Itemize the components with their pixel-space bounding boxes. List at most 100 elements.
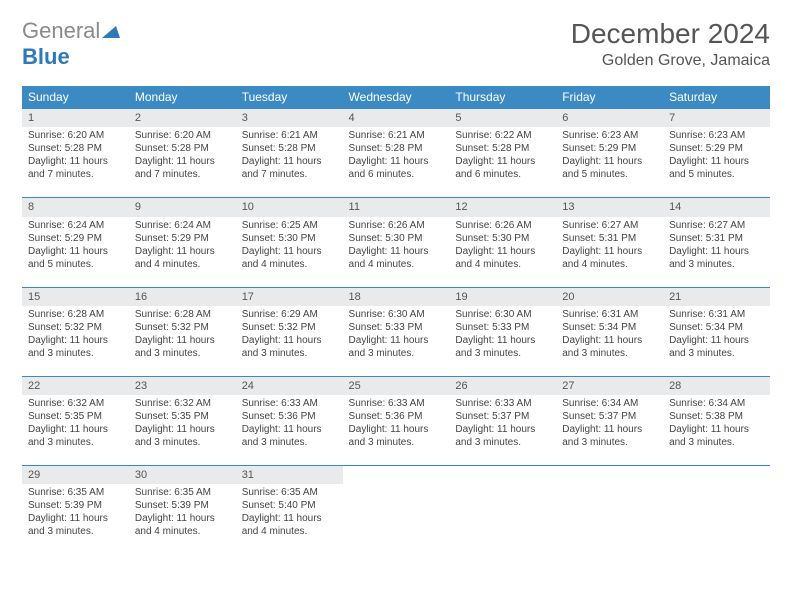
day-body: Sunrise: 6:28 AMSunset: 5:32 PMDaylight:… — [129, 306, 236, 376]
calendar-cell: . — [449, 466, 556, 555]
calendar-cell: 20Sunrise: 6:31 AMSunset: 5:34 PMDayligh… — [556, 287, 663, 376]
brand-mark-icon — [102, 18, 120, 43]
day-body: Sunrise: 6:31 AMSunset: 5:34 PMDaylight:… — [663, 306, 770, 376]
calendar-cell: 23Sunrise: 6:32 AMSunset: 5:35 PMDayligh… — [129, 376, 236, 465]
calendar-cell: 11Sunrise: 6:26 AMSunset: 5:30 PMDayligh… — [343, 198, 450, 287]
sunset-line: Sunset: 5:28 PM — [135, 142, 230, 155]
sunrise-line: Sunrise: 6:35 AM — [28, 486, 123, 499]
sunrise-line: Sunrise: 6:32 AM — [135, 397, 230, 410]
sunset-line: Sunset: 5:32 PM — [28, 321, 123, 334]
day-body: Sunrise: 6:20 AMSunset: 5:28 PMDaylight:… — [129, 127, 236, 197]
sunrise-line: Sunrise: 6:33 AM — [455, 397, 550, 410]
calendar-cell: 15Sunrise: 6:28 AMSunset: 5:32 PMDayligh… — [22, 287, 129, 376]
dow-header: Monday — [129, 86, 236, 109]
sunrise-line: Sunrise: 6:23 AM — [669, 129, 764, 142]
day-body: Sunrise: 6:32 AMSunset: 5:35 PMDaylight:… — [129, 395, 236, 465]
day-number: 17 — [236, 288, 343, 306]
daylight-line: Daylight: 11 hours and 3 minutes. — [242, 334, 337, 360]
day-body: Sunrise: 6:32 AMSunset: 5:35 PMDaylight:… — [22, 395, 129, 465]
title-block: December 2024 Golden Grove, Jamaica — [571, 18, 770, 70]
calendar-cell: 4Sunrise: 6:21 AMSunset: 5:28 PMDaylight… — [343, 109, 450, 198]
days-of-week-row: SundayMondayTuesdayWednesdayThursdayFrid… — [22, 86, 770, 109]
day-body: Sunrise: 6:21 AMSunset: 5:28 PMDaylight:… — [343, 127, 450, 197]
sunset-line: Sunset: 5:36 PM — [242, 410, 337, 423]
calendar-cell: 31Sunrise: 6:35 AMSunset: 5:40 PMDayligh… — [236, 466, 343, 555]
calendar-table: SundayMondayTuesdayWednesdayThursdayFrid… — [22, 86, 770, 554]
day-number: 29 — [22, 466, 129, 484]
daylight-line: Daylight: 11 hours and 3 minutes. — [28, 423, 123, 449]
sunrise-line: Sunrise: 6:24 AM — [135, 219, 230, 232]
day-number: 16 — [129, 288, 236, 306]
day-number: 2 — [129, 109, 236, 127]
calendar-cell: 7Sunrise: 6:23 AMSunset: 5:29 PMDaylight… — [663, 109, 770, 198]
day-number: 1 — [22, 109, 129, 127]
sunrise-line: Sunrise: 6:33 AM — [349, 397, 444, 410]
sunset-line: Sunset: 5:31 PM — [669, 232, 764, 245]
calendar-cell: 1Sunrise: 6:20 AMSunset: 5:28 PMDaylight… — [22, 109, 129, 198]
sunrise-line: Sunrise: 6:26 AM — [455, 219, 550, 232]
day-number: 27 — [556, 377, 663, 395]
sunset-line: Sunset: 5:28 PM — [349, 142, 444, 155]
sunset-line: Sunset: 5:37 PM — [562, 410, 657, 423]
calendar-cell: 27Sunrise: 6:34 AMSunset: 5:37 PMDayligh… — [556, 376, 663, 465]
day-number: 24 — [236, 377, 343, 395]
day-body: Sunrise: 6:33 AMSunset: 5:37 PMDaylight:… — [449, 395, 556, 465]
page-root: General Blue December 2024 Golden Grove,… — [0, 0, 792, 572]
daylight-line: Daylight: 11 hours and 3 minutes. — [28, 512, 123, 538]
day-body: Sunrise: 6:27 AMSunset: 5:31 PMDaylight:… — [556, 217, 663, 287]
sunrise-line: Sunrise: 6:27 AM — [562, 219, 657, 232]
sunset-line: Sunset: 5:28 PM — [242, 142, 337, 155]
sunset-line: Sunset: 5:35 PM — [135, 410, 230, 423]
day-body: Sunrise: 6:33 AMSunset: 5:36 PMDaylight:… — [236, 395, 343, 465]
dow-header: Sunday — [22, 86, 129, 109]
dow-header: Friday — [556, 86, 663, 109]
calendar-cell: . — [663, 466, 770, 555]
daylight-line: Daylight: 11 hours and 5 minutes. — [562, 155, 657, 181]
calendar-cell: 8Sunrise: 6:24 AMSunset: 5:29 PMDaylight… — [22, 198, 129, 287]
sunset-line: Sunset: 5:28 PM — [28, 142, 123, 155]
day-body: Sunrise: 6:30 AMSunset: 5:33 PMDaylight:… — [449, 306, 556, 376]
day-body: Sunrise: 6:35 AMSunset: 5:39 PMDaylight:… — [22, 484, 129, 554]
day-body: Sunrise: 6:27 AMSunset: 5:31 PMDaylight:… — [663, 217, 770, 287]
daylight-line: Daylight: 11 hours and 4 minutes. — [135, 512, 230, 538]
sunset-line: Sunset: 5:40 PM — [242, 499, 337, 512]
sunrise-line: Sunrise: 6:21 AM — [242, 129, 337, 142]
calendar-cell: 30Sunrise: 6:35 AMSunset: 5:39 PMDayligh… — [129, 466, 236, 555]
calendar-cell: 17Sunrise: 6:29 AMSunset: 5:32 PMDayligh… — [236, 287, 343, 376]
daylight-line: Daylight: 11 hours and 7 minutes. — [242, 155, 337, 181]
month-title: December 2024 — [571, 18, 770, 50]
sunrise-line: Sunrise: 6:30 AM — [455, 308, 550, 321]
calendar-cell: 10Sunrise: 6:25 AMSunset: 5:30 PMDayligh… — [236, 198, 343, 287]
calendar-week-row: 8Sunrise: 6:24 AMSunset: 5:29 PMDaylight… — [22, 198, 770, 287]
daylight-line: Daylight: 11 hours and 3 minutes. — [242, 423, 337, 449]
sunset-line: Sunset: 5:29 PM — [28, 232, 123, 245]
sunset-line: Sunset: 5:36 PM — [349, 410, 444, 423]
sunset-line: Sunset: 5:31 PM — [562, 232, 657, 245]
calendar-cell: 26Sunrise: 6:33 AMSunset: 5:37 PMDayligh… — [449, 376, 556, 465]
daylight-line: Daylight: 11 hours and 3 minutes. — [349, 423, 444, 449]
sunset-line: Sunset: 5:33 PM — [455, 321, 550, 334]
calendar-week-row: 22Sunrise: 6:32 AMSunset: 5:35 PMDayligh… — [22, 376, 770, 465]
sunrise-line: Sunrise: 6:28 AM — [28, 308, 123, 321]
sunrise-line: Sunrise: 6:28 AM — [135, 308, 230, 321]
daylight-line: Daylight: 11 hours and 3 minutes. — [669, 245, 764, 271]
day-body: Sunrise: 6:34 AMSunset: 5:38 PMDaylight:… — [663, 395, 770, 465]
day-body: Sunrise: 6:26 AMSunset: 5:30 PMDaylight:… — [343, 217, 450, 287]
calendar-cell: 5Sunrise: 6:22 AMSunset: 5:28 PMDaylight… — [449, 109, 556, 198]
calendar-cell: 2Sunrise: 6:20 AMSunset: 5:28 PMDaylight… — [129, 109, 236, 198]
sunrise-line: Sunrise: 6:21 AM — [349, 129, 444, 142]
daylight-line: Daylight: 11 hours and 4 minutes. — [242, 512, 337, 538]
day-number: 14 — [663, 198, 770, 216]
day-body: Sunrise: 6:35 AMSunset: 5:39 PMDaylight:… — [129, 484, 236, 554]
calendar-cell: 3Sunrise: 6:21 AMSunset: 5:28 PMDaylight… — [236, 109, 343, 198]
sunset-line: Sunset: 5:29 PM — [669, 142, 764, 155]
daylight-line: Daylight: 11 hours and 3 minutes. — [349, 334, 444, 360]
day-number: 19 — [449, 288, 556, 306]
sunset-line: Sunset: 5:30 PM — [349, 232, 444, 245]
sunrise-line: Sunrise: 6:35 AM — [135, 486, 230, 499]
dow-header: Saturday — [663, 86, 770, 109]
day-number: 11 — [343, 198, 450, 216]
day-body: Sunrise: 6:28 AMSunset: 5:32 PMDaylight:… — [22, 306, 129, 376]
brand-text: General Blue — [22, 18, 120, 70]
daylight-line: Daylight: 11 hours and 5 minutes. — [669, 155, 764, 181]
